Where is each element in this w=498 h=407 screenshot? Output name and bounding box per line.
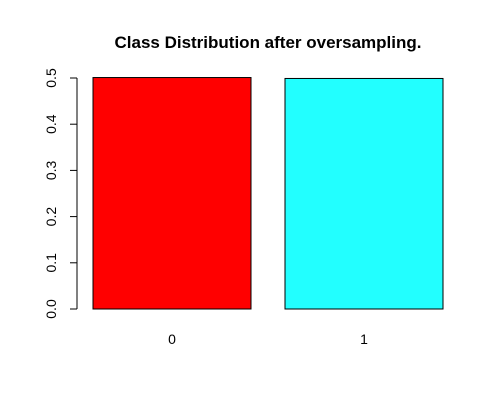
bar-1: [284, 77, 444, 310]
y-axis: 0.0 0.1 0.2 0.3 0.4 0.5: [43, 68, 78, 319]
y-tick-label: 0.0: [43, 299, 59, 319]
y-tick-label: 0.3: [43, 160, 59, 180]
x-tick-label: 1: [360, 331, 368, 347]
y-tick-label: 0.4: [43, 114, 59, 134]
bar-0: [92, 77, 252, 310]
chart-title: Class Distribution after oversampling.: [114, 33, 421, 52]
x-tick-label: 0: [168, 331, 176, 347]
y-tick-label: 0.1: [43, 253, 59, 273]
y-tick-label: 0.5: [43, 68, 59, 88]
y-tick-label: 0.2: [43, 207, 59, 227]
bars: [92, 77, 444, 310]
